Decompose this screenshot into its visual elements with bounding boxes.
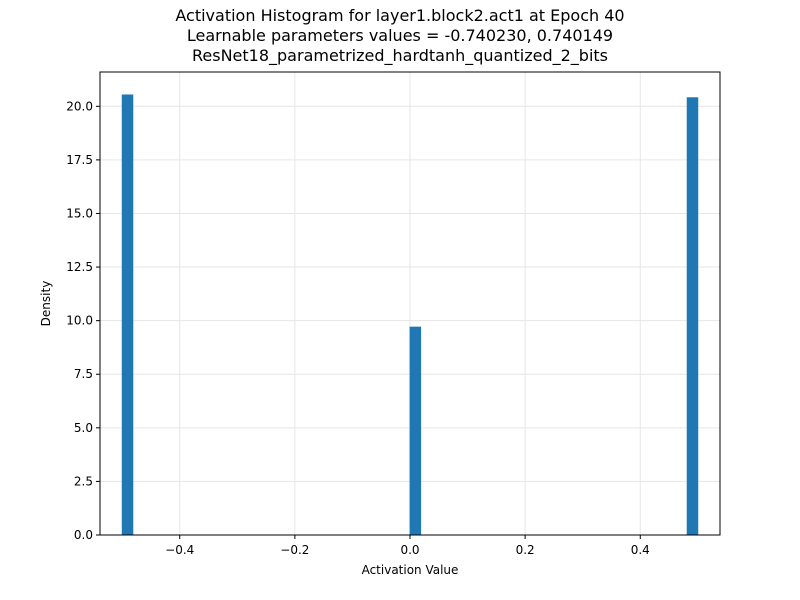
x-tick-label: −0.4 [165,543,194,557]
x-tick-label: 0.2 [516,543,535,557]
chart-title-line-1: Activation Histogram for layer1.block2.a… [175,6,625,25]
axis-ticks: −0.4 −0.2 0.0 0.2 0.4 0.0 2.5 5.0 7.5 10.0 12.5 15.… [66,99,650,557]
x-tick-label: 0.0 [400,543,419,557]
chart-title-line-3: ResNet18_parametrized_hardtanh_quantized… [192,46,608,65]
y-tick-label: 7.5 [74,367,93,381]
y-tick-label: 15.0 [66,206,93,220]
chart-title: Activation Histogram for layer1.block2.a… [0,6,800,66]
y-tick-label: 0.0 [74,528,93,542]
y-tick-label: 10.0 [66,314,93,328]
histogram-bars [121,94,699,535]
y-tick-label: 5.0 [74,421,93,435]
histogram-bar [409,326,422,535]
y-tick-label: 20.0 [66,99,93,113]
y-tick-label: 17.5 [66,153,93,167]
y-tick-label: 12.5 [66,260,93,274]
x-tick-label: 0.4 [631,543,650,557]
histogram-bar [121,94,134,535]
y-axis-label: Density [39,281,53,327]
x-tick-label: −0.2 [280,543,309,557]
chart-title-line-2: Learnable parameters values = -0.740230,… [186,26,614,45]
histogram-bar [686,97,699,535]
y-tick-label: 2.5 [74,474,93,488]
x-axis-label: Activation Value [362,563,459,577]
